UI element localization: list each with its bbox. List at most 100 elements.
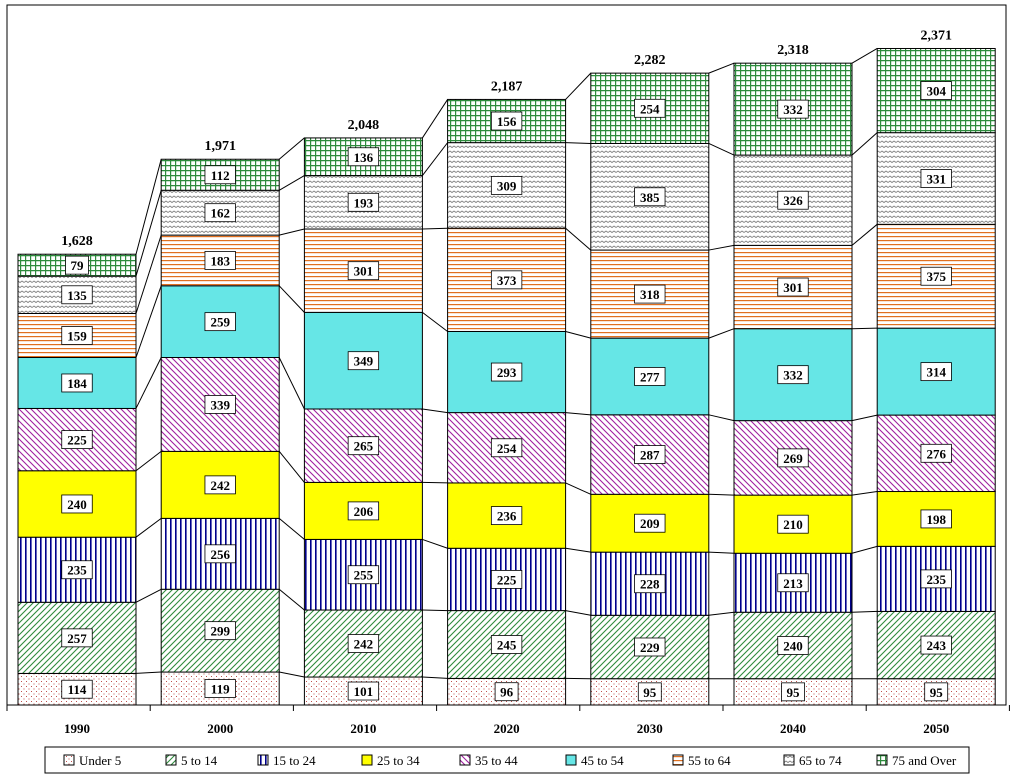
data-label-box <box>777 190 809 210</box>
x-tick-label: 2030 <box>637 721 663 736</box>
total-label: 2,282 <box>634 53 666 68</box>
data-label: 293 <box>497 365 517 380</box>
connector-line <box>708 328 735 339</box>
data-label: 225 <box>497 572 517 587</box>
data-label: 236 <box>497 509 517 524</box>
bar-segment <box>160 234 280 287</box>
connector-line <box>565 72 592 100</box>
data-label: 349 <box>354 354 374 369</box>
data-label-box <box>634 574 666 594</box>
data-label-box <box>65 255 89 275</box>
legend-label: 35 to 44 <box>475 753 518 768</box>
data-label: 135 <box>67 288 87 303</box>
data-label: 112 <box>211 168 230 183</box>
legend-label: 45 to 54 <box>581 753 624 768</box>
connector-line <box>422 481 448 484</box>
data-label-box <box>920 362 952 382</box>
connector-line <box>422 142 448 176</box>
legend-swatch <box>63 754 75 766</box>
data-label-box <box>634 445 666 464</box>
connector-line <box>851 610 878 613</box>
data-label: 119 <box>211 682 230 697</box>
x-tick-label: 1990 <box>64 721 90 736</box>
connector-line <box>278 137 305 160</box>
connector-line <box>135 234 162 314</box>
data-label: 259 <box>210 315 230 330</box>
data-label: 245 <box>497 637 517 652</box>
data-label-box <box>347 192 380 212</box>
data-label: 228 <box>640 577 660 592</box>
legend-label: 5 to 14 <box>181 753 218 768</box>
data-label-box <box>777 99 809 119</box>
data-label-box <box>924 682 949 702</box>
data-label: 332 <box>783 102 803 117</box>
data-label-box <box>61 679 93 699</box>
legend-swatch <box>876 754 888 766</box>
data-label: 209 <box>640 516 660 531</box>
connector-line <box>422 609 448 612</box>
data-label-box <box>490 635 523 654</box>
connector-line <box>278 451 305 483</box>
connector-line <box>279 228 305 236</box>
data-label-box <box>204 475 236 495</box>
data-label-box <box>777 514 809 534</box>
legend-swatch <box>459 754 471 766</box>
legend-box <box>44 746 970 774</box>
legend-swatch <box>783 754 795 766</box>
data-label-box <box>204 621 236 641</box>
data-label-box <box>204 251 236 270</box>
data-label: 114 <box>68 682 87 697</box>
data-label-box <box>777 277 809 297</box>
connector-line <box>278 357 305 410</box>
connector-line <box>851 414 878 422</box>
connector-line <box>565 330 591 339</box>
legend-label: 25 to 34 <box>377 753 420 768</box>
data-label-box <box>637 682 662 702</box>
data-label-box <box>347 351 380 371</box>
legend-label: 65 to 74 <box>799 753 842 768</box>
connector-line <box>851 545 878 554</box>
total-label: 2,187 <box>491 79 523 94</box>
data-label-box <box>61 560 93 580</box>
data-label: 156 <box>497 114 517 129</box>
data-label: 229 <box>640 640 660 655</box>
legend-label: 55 to 64 <box>688 753 731 768</box>
connector-line <box>135 450 162 472</box>
data-label-box <box>61 494 93 514</box>
legend-label: Under 5 <box>79 753 121 768</box>
connector-line <box>565 142 591 144</box>
connector-line <box>422 676 448 679</box>
data-label: 254 <box>640 101 660 116</box>
data-labels: 114 257 235 240 225 184 159 135 79 119 299 256 242 33… <box>61 81 952 702</box>
data-label: 331 <box>926 171 946 186</box>
legend-swatch <box>257 754 269 766</box>
data-label-box <box>777 636 809 655</box>
data-label-box <box>634 513 666 533</box>
data-label: 254 <box>497 441 517 456</box>
data-label-box <box>777 365 809 385</box>
data-label: 240 <box>67 497 87 512</box>
data-label: 159 <box>67 328 87 343</box>
data-label: 257 <box>67 631 87 646</box>
connector-line <box>135 588 162 603</box>
connector-line <box>708 62 735 74</box>
connector-line <box>135 357 162 409</box>
data-label: 235 <box>67 563 87 578</box>
data-label: 184 <box>67 376 87 391</box>
bar-segment <box>17 407 137 472</box>
data-label-box <box>204 312 236 332</box>
x-tick-label: 2040 <box>780 721 806 736</box>
data-label: 101 <box>354 684 374 699</box>
connector-line <box>851 327 878 330</box>
data-label-box <box>920 635 952 655</box>
data-label-box <box>494 682 519 702</box>
data-label: 299 <box>210 624 230 639</box>
legend-swatch <box>672 754 684 766</box>
data-label: 277 <box>640 369 660 384</box>
data-label: 240 <box>783 638 803 653</box>
data-label-box <box>347 501 380 521</box>
connector-line <box>565 610 591 616</box>
data-label-box <box>634 637 666 657</box>
legend: Under 5 5 to 14 15 to 24 25 to 34 35 to 44 45… <box>44 746 970 774</box>
